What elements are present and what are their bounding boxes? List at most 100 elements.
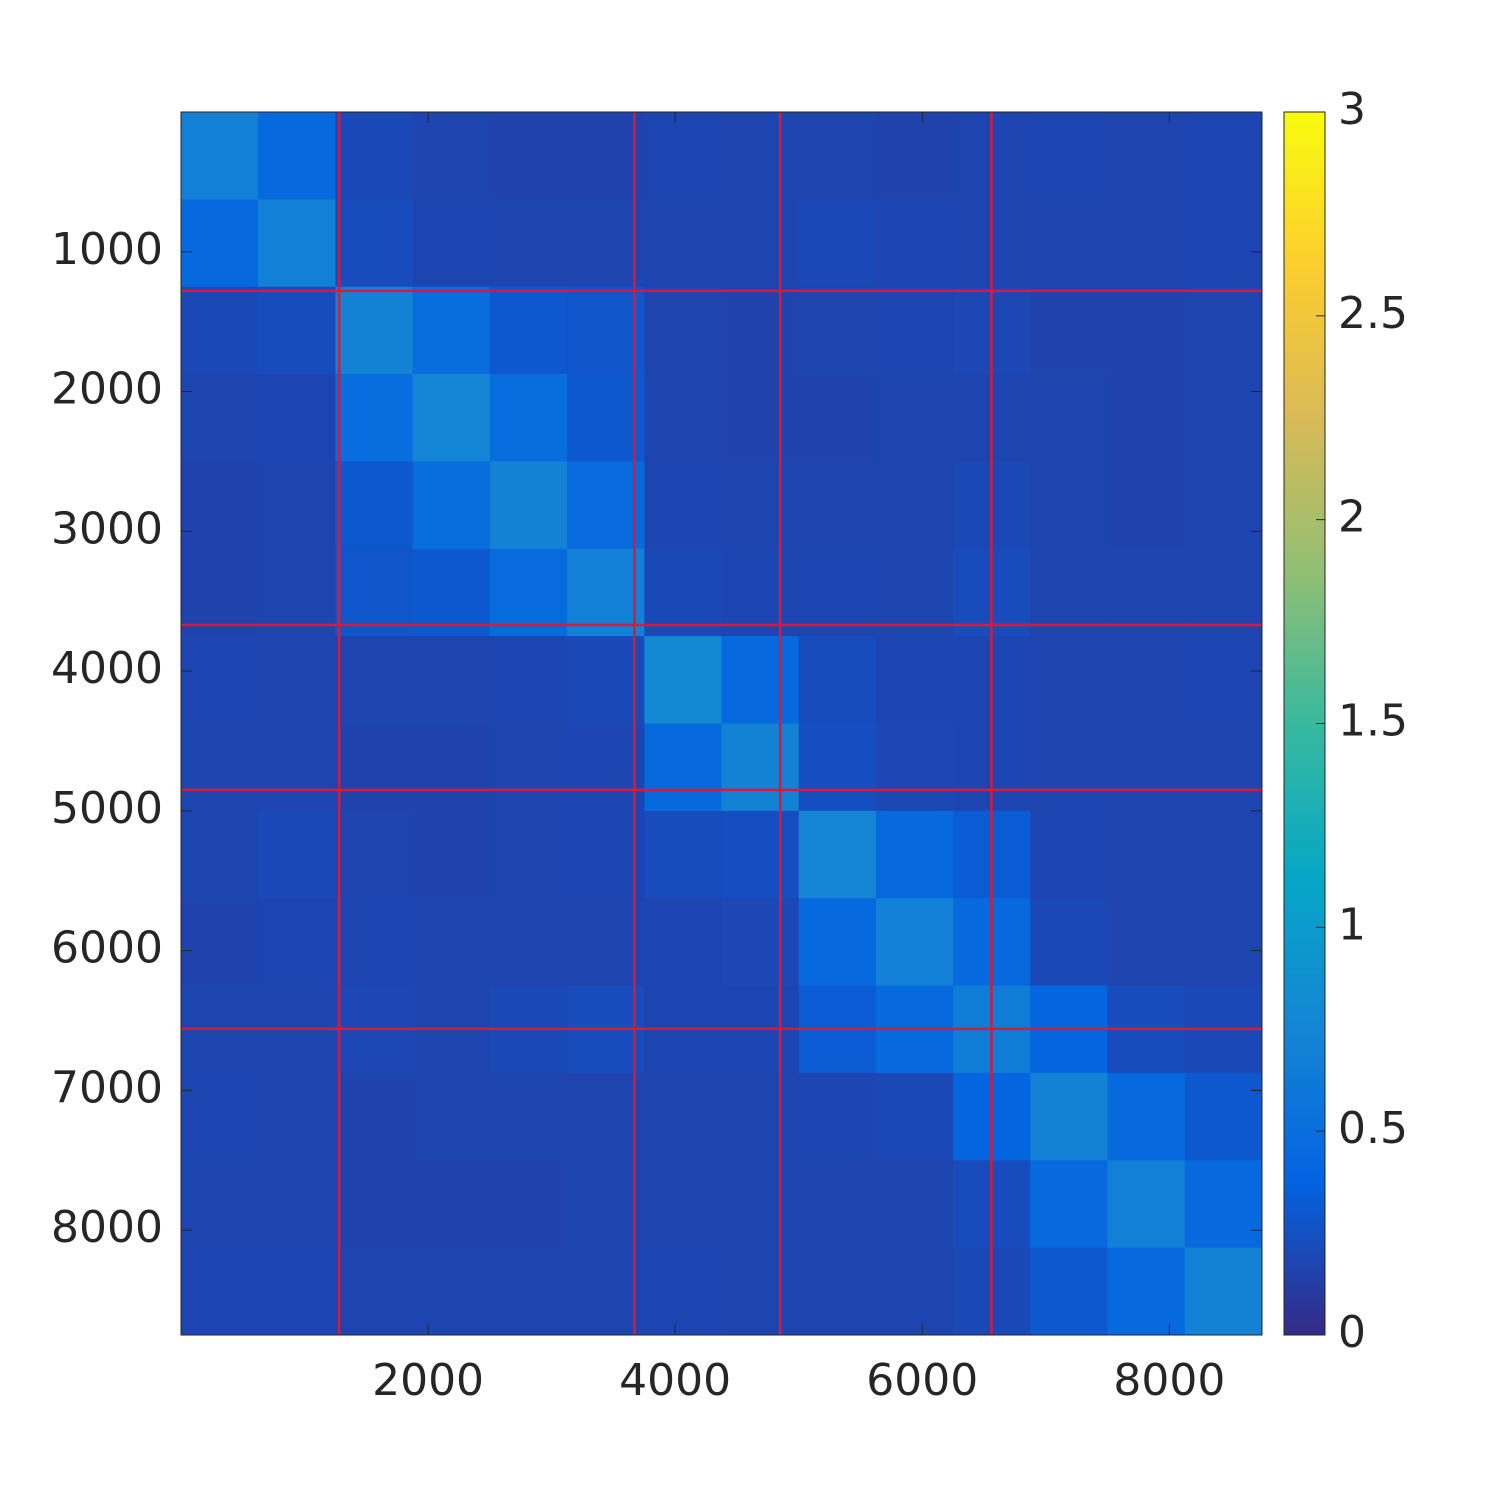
heatmap-cell <box>412 548 491 637</box>
heatmap-cell <box>412 286 491 375</box>
heatmap-cell <box>721 898 800 987</box>
colorbar-tick-label: 2 <box>1338 492 1366 543</box>
heatmap-cell <box>875 286 954 375</box>
heatmap-cell <box>181 723 259 812</box>
heatmap-cell <box>567 1160 645 1249</box>
heatmap-cell <box>644 548 722 637</box>
heatmap-cell <box>567 461 645 550</box>
heatmap-cell <box>258 286 336 375</box>
heatmap-cell <box>1030 810 1109 899</box>
heatmap-cell <box>1030 898 1109 987</box>
heatmap-cell <box>1184 286 1263 375</box>
heatmap-cell <box>567 548 645 637</box>
heatmap-cell <box>489 636 568 724</box>
heatmap-cell <box>1030 286 1109 375</box>
colorbar-tick-label: 0 <box>1338 1307 1366 1358</box>
heatmap-cell <box>1184 1247 1263 1336</box>
heatmap-cell <box>335 723 414 812</box>
heatmap-cell <box>1184 636 1263 724</box>
heatmap-cell <box>181 286 259 375</box>
heatmap-cell <box>798 199 877 288</box>
heatmap-cell <box>1030 1072 1109 1161</box>
heatmap-cell <box>1030 461 1109 550</box>
heatmap-cell <box>335 199 414 288</box>
heatmap-cell <box>412 1247 491 1336</box>
heatmap-cell <box>335 461 414 550</box>
heatmap-cell <box>875 636 954 724</box>
heatmap-cell <box>1184 374 1263 462</box>
heatmap-cell <box>721 723 800 812</box>
x-tick-label: 6000 <box>866 1355 978 1406</box>
y-tick-label: 3000 <box>51 503 163 554</box>
colorbar-tick-label: 1.5 <box>1338 696 1408 747</box>
heatmap-cell <box>875 199 954 288</box>
y-tick-label: 8000 <box>51 1202 163 1253</box>
heatmap-cell <box>798 461 877 550</box>
heatmap-cell <box>258 1072 336 1161</box>
heatmap-cell <box>798 286 877 375</box>
heatmap-cell <box>1030 199 1109 288</box>
heatmap-cell <box>875 461 954 550</box>
x-tick-label: 4000 <box>619 1355 731 1406</box>
heatmap-cell <box>875 723 954 812</box>
heatmap-cell <box>644 461 722 550</box>
heatmap-cell <box>335 286 414 375</box>
heatmap-cell <box>181 1072 259 1161</box>
heatmap-cell <box>798 723 877 812</box>
x-tick-label: 2000 <box>372 1355 484 1406</box>
colorbar-tick-label: 1 <box>1338 899 1366 950</box>
heatmap-cell <box>644 1247 722 1336</box>
heatmap-cell <box>489 723 568 812</box>
heatmap-cell <box>875 810 954 899</box>
heatmap-cell <box>567 810 645 899</box>
heatmap-cell <box>644 898 722 987</box>
heatmap-cell <box>1107 810 1186 899</box>
heatmap-cell <box>181 1160 259 1249</box>
heatmap-cell <box>1107 723 1186 812</box>
heatmap-cell <box>798 1160 877 1249</box>
heatmap-cell <box>644 199 722 288</box>
heatmap-cell <box>1107 461 1186 550</box>
x-tick-label: 8000 <box>1113 1355 1225 1406</box>
heatmap-cell <box>1030 374 1109 462</box>
heatmap-cell <box>1107 199 1186 288</box>
heatmap-cell <box>644 1160 722 1249</box>
heatmap-cell <box>1107 1072 1186 1161</box>
heatmap-cell <box>875 1160 954 1249</box>
heatmap-cell <box>489 461 568 550</box>
heatmap-cell <box>1030 112 1109 200</box>
heatmap-cell <box>258 548 336 637</box>
heatmap-cell <box>412 898 491 987</box>
heatmap-cell <box>412 1160 491 1249</box>
heatmap-cell <box>567 374 645 462</box>
heatmap-cell <box>721 1072 800 1161</box>
heatmap-cell <box>1107 548 1186 637</box>
heatmap-cell <box>567 1247 645 1336</box>
heatmap-cell <box>335 548 414 637</box>
heatmap-cell <box>335 112 414 200</box>
heatmap-cell <box>644 810 722 899</box>
heatmap-cell <box>1030 723 1109 812</box>
heatmap-cell <box>1107 286 1186 375</box>
heatmap-cell <box>258 461 336 550</box>
heatmap-cell <box>181 1247 259 1336</box>
heatmap-cell <box>335 1160 414 1249</box>
heatmap-cell <box>798 548 877 637</box>
heatmap-cell <box>644 374 722 462</box>
y-tick-label: 7000 <box>51 1062 163 1113</box>
colorbar-tick-label: 3 <box>1338 84 1366 135</box>
heatmap-cell <box>1030 1247 1109 1336</box>
heatmap-cell <box>489 199 568 288</box>
heatmap-cell <box>1184 461 1263 550</box>
heatmap-cell <box>798 1247 877 1336</box>
heatmap-cell <box>798 1072 877 1161</box>
heatmap-cell <box>181 199 259 288</box>
heatmap-cell <box>1107 898 1186 987</box>
heatmap-cell <box>181 898 259 987</box>
heatmap-cell <box>181 810 259 899</box>
heatmap-cell <box>1030 636 1109 724</box>
heatmap-cell <box>644 723 722 812</box>
heatmap-cell <box>798 898 877 987</box>
heatmap-cell <box>489 1247 568 1336</box>
